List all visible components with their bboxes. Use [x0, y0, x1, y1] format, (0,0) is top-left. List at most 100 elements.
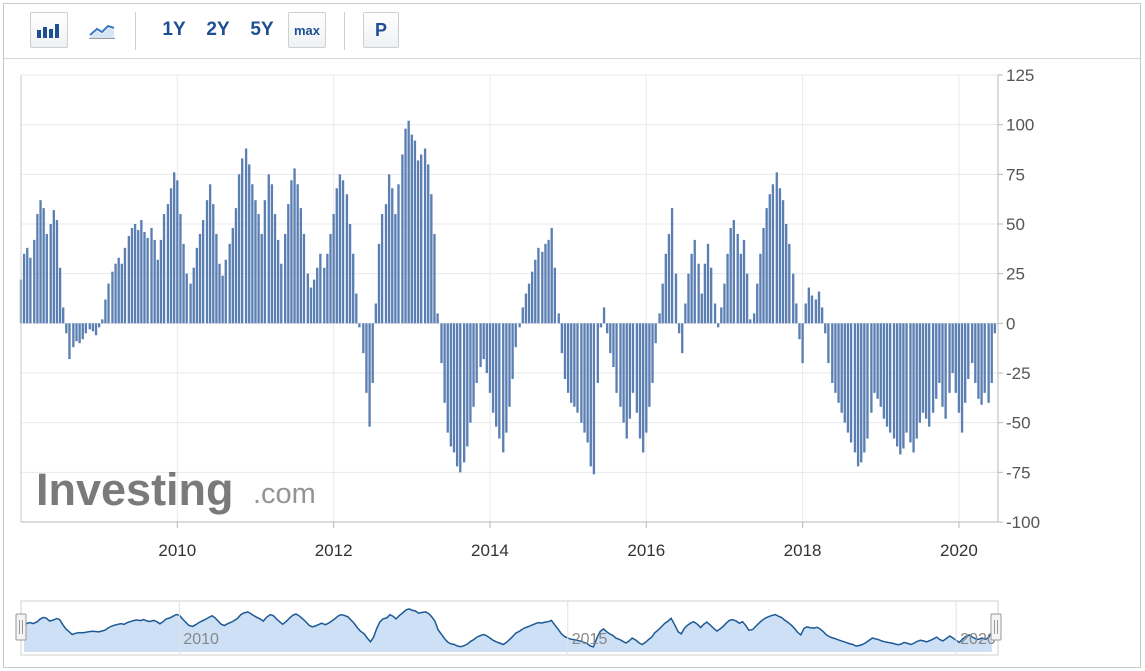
bar — [954, 323, 957, 393]
line-chart-icon — [89, 24, 115, 39]
bar — [951, 323, 954, 373]
bar — [557, 313, 560, 324]
bar — [133, 224, 137, 324]
bar — [120, 263, 123, 324]
bar — [860, 323, 863, 463]
bar — [820, 307, 824, 324]
bar — [987, 323, 990, 403]
bar — [166, 204, 170, 324]
bar — [990, 323, 993, 383]
bar — [231, 227, 234, 324]
bar — [814, 299, 818, 324]
bar — [928, 323, 931, 427]
bar — [423, 148, 427, 324]
bar — [49, 224, 52, 324]
bar — [52, 210, 55, 324]
navigator-tick-label: 2010 — [183, 631, 219, 648]
bar — [931, 323, 935, 413]
bar — [993, 323, 997, 334]
bar — [58, 267, 62, 324]
bar — [78, 323, 81, 344]
bar — [75, 323, 78, 342]
bar — [329, 233, 332, 324]
bar — [615, 323, 618, 393]
bar — [117, 257, 120, 324]
y-tick-label: -25 — [1006, 364, 1031, 383]
bar — [553, 267, 556, 324]
y-tick-label: 50 — [1006, 215, 1025, 234]
period-button[interactable]: P — [363, 12, 399, 48]
bar — [638, 323, 642, 439]
bar — [827, 323, 830, 364]
bar — [212, 204, 215, 324]
bar — [267, 174, 270, 324]
toolbar-separator — [135, 12, 136, 50]
bar — [831, 323, 834, 383]
bar — [123, 247, 127, 324]
range-max-button[interactable]: max — [288, 12, 326, 48]
bar — [935, 323, 938, 399]
bar — [65, 323, 68, 334]
bar — [137, 229, 140, 324]
bar — [420, 154, 423, 324]
bar — [606, 323, 609, 334]
bar — [290, 180, 293, 324]
line-chart-button[interactable] — [82, 12, 122, 48]
bar — [104, 299, 107, 324]
bar — [218, 263, 221, 324]
navigator-left-handle[interactable] — [15, 613, 27, 641]
bar — [42, 208, 45, 324]
bar — [91, 323, 95, 332]
bar — [892, 323, 896, 439]
bar — [771, 184, 775, 324]
bar — [257, 214, 260, 324]
bar — [840, 323, 843, 413]
bar — [706, 243, 710, 324]
bar — [502, 323, 505, 453]
bar — [345, 194, 349, 324]
bar — [312, 279, 316, 324]
bar — [788, 243, 791, 324]
range-2y-button[interactable]: 2Y — [206, 19, 230, 40]
bar — [296, 184, 299, 324]
bar — [964, 323, 967, 403]
bar — [254, 200, 257, 324]
bar — [667, 233, 671, 324]
bar — [146, 237, 149, 324]
bar — [323, 267, 326, 324]
bar — [140, 220, 143, 324]
bar — [849, 323, 853, 443]
navigator[interactable]: 2010 2015 2020 — [15, 600, 1002, 656]
bar — [179, 214, 182, 324]
bar — [530, 271, 534, 324]
bar — [201, 220, 205, 324]
bar — [726, 253, 729, 324]
bar — [641, 323, 645, 453]
bar — [270, 184, 274, 324]
range-1y-button[interactable]: 1Y — [162, 19, 186, 40]
bar — [159, 239, 163, 324]
bar — [645, 323, 648, 433]
bar — [287, 204, 290, 324]
bar — [537, 247, 540, 324]
bar — [276, 239, 280, 324]
bar — [736, 233, 739, 324]
watermark-suffix: .com — [253, 478, 316, 510]
x-tick-label: 2018 — [784, 541, 822, 560]
bar — [391, 188, 394, 324]
chart-frame: 1Y 2Y 5Y max P — [3, 3, 1141, 668]
bar — [677, 323, 681, 334]
bar — [309, 287, 313, 324]
bar-chart-button[interactable] — [30, 12, 68, 48]
bar — [843, 323, 846, 423]
range-5y-button[interactable]: 5Y — [250, 19, 274, 40]
bar — [888, 323, 892, 433]
bar — [192, 267, 195, 324]
bar — [377, 243, 381, 324]
bar — [739, 253, 743, 324]
bar — [215, 233, 218, 324]
bar — [756, 283, 759, 324]
bar — [446, 323, 449, 433]
navigator-right-handle[interactable] — [990, 613, 1002, 641]
